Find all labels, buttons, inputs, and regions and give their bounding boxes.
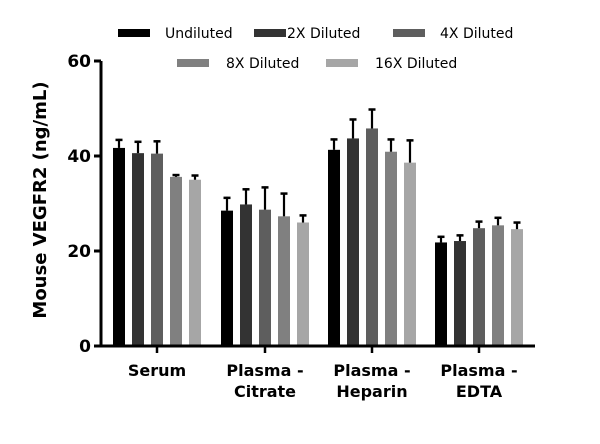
x-tick-label: Plasma - Heparin [333,361,410,401]
x-tick-label: Serum [128,361,186,380]
bar [240,204,252,346]
legend: Undiluted 2X Diluted 4X Diluted 8X Diluted 1… [118,26,513,72]
bar [404,162,416,346]
y-tick-label: 20 [67,242,91,262]
bar [278,216,290,346]
legend-swatch [118,29,150,37]
bar [221,210,233,346]
bar [259,209,271,346]
bar [347,138,359,346]
y-tick-label: 40 [67,147,91,167]
x-tick-label-line: Plasma - [333,361,410,380]
legend-swatch [393,29,425,37]
x-tick-label-line: Serum [128,361,186,380]
legend-label: 16X Diluted [375,56,457,72]
bar [454,241,466,346]
y-tick-label: 60 [67,52,91,72]
axes: 0 20 40 60 Serum Plasma - Citrate Plasma - Hepar… [67,52,535,401]
bar [435,242,447,346]
bar [328,149,340,346]
x-tick-label-line: Plasma - [440,361,517,380]
legend-swatch [326,59,358,67]
legend-swatch [177,59,209,67]
bar [473,228,485,346]
x-tick-label-line: EDTA [456,382,503,401]
bar [132,153,144,346]
bar [189,179,201,346]
y-tick-label: 0 [79,337,91,357]
legend-label: 8X Diluted [226,56,299,72]
bar [492,225,504,346]
legend-label: Undiluted [165,26,233,42]
bar [385,151,397,346]
legend-label: 2X Diluted [287,26,360,42]
x-tick-label: Plasma - EDTA [440,361,517,401]
bars [113,108,523,346]
legend-label: 4X Diluted [440,26,513,42]
bar [297,222,309,346]
bar [151,153,163,346]
y-axis-label: Mouse VEGFR2 (ng/mL) [30,81,51,318]
bar [113,147,125,346]
x-tick-label: Plasma - Citrate [226,361,303,401]
bar [170,176,182,346]
bar [366,128,378,346]
bar [511,229,523,346]
x-tick-label-line: Citrate [234,382,296,401]
x-tick-label-line: Heparin [336,382,407,401]
x-tick-label-line: Plasma - [226,361,303,380]
legend-swatch [254,29,286,37]
